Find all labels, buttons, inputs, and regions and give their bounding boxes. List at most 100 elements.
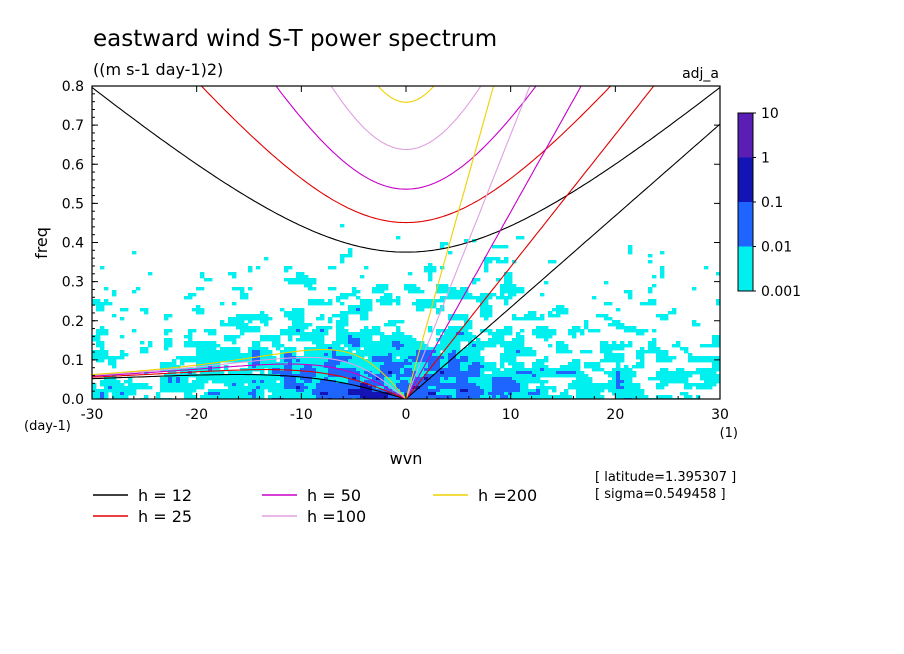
heatmap-cell [336,344,341,348]
heatmap-cell [488,329,493,333]
heatmap-cell [412,290,417,294]
curve-h12-rossby [92,373,407,399]
heatmap-cell [668,395,673,399]
heatmap-cell [116,386,121,390]
heatmap-cell [388,392,393,396]
heatmap-cell [284,266,289,270]
heatmap-cell [244,326,249,330]
heatmap-cell [356,305,361,309]
heatmap-cell [364,302,369,306]
heatmap-cell [680,380,685,384]
heatmap-cell [424,359,429,363]
heatmap-cell [328,392,333,396]
heatmap-cell [592,365,597,369]
heatmap-cell [608,344,613,348]
heatmap-cell [340,347,345,351]
heatmap-cell [388,377,393,381]
heatmap-cell [436,347,441,351]
heatmap-cell [552,395,557,399]
heatmap-cell [492,383,497,387]
heatmap-cell [360,353,365,357]
heatmap-cell [412,374,417,378]
heatmap-cell [368,356,373,360]
heatmap-cell [372,347,377,351]
heatmap-cell [284,383,289,387]
heatmap-cell [620,386,625,390]
heatmap-cell [452,356,457,360]
heatmap-cell [456,365,461,369]
heatmap-cell [340,365,345,369]
heatmap-cell [456,380,461,384]
heatmap-cell [496,389,501,393]
heatmap-cell [484,308,489,312]
heatmap-cell [684,395,689,399]
heatmap-cell [440,284,445,288]
heatmap-cell [396,386,401,390]
heatmap-cell [464,371,469,375]
heatmap-cell [256,383,261,387]
heatmap-cell [252,350,257,354]
heatmap-cell [416,347,421,351]
heatmap-cell [512,314,517,318]
heatmap-cell [328,356,333,360]
heatmap-cell [312,350,317,354]
heatmap-cell [256,350,261,354]
heatmap-cell [548,368,553,372]
heatmap-cell [316,380,321,384]
heatmap-cell [300,320,305,324]
heatmap-cell [360,350,365,354]
heatmap-cell [96,395,101,399]
heatmap-cell [440,395,445,399]
heatmap-cell [384,284,389,288]
heatmap-cell [572,383,577,387]
heatmap-cell [392,371,397,375]
heatmap-cell [476,395,481,399]
heatmap-cell [412,353,417,357]
heatmap-cell [604,317,609,321]
heatmap-cell [312,362,317,366]
heatmap-cell [412,287,417,291]
heatmap-cell [460,332,465,336]
heatmap-cell [508,281,513,285]
heatmap-cell [564,371,569,375]
heatmap-cell [376,359,381,363]
heatmap-cell [372,359,377,363]
heatmap-cell [192,371,197,375]
heatmap-cell [680,377,685,381]
heatmap-cell [240,290,245,294]
heatmap-cell [392,344,397,348]
heatmap-cell [328,368,333,372]
heatmap-cell [672,344,677,348]
heatmap-cell [164,341,169,345]
heatmap-cell [540,293,545,297]
heatmap-cell [304,338,309,342]
heatmap-cell [464,374,469,378]
colorbar-swatch [738,113,753,158]
heatmap-cell [284,350,289,354]
heatmap-cell [112,386,117,390]
heatmap-cell [544,335,549,339]
heatmap-cell [392,365,397,369]
heatmap-cell [316,317,321,321]
heatmap-cell [400,350,405,354]
heatmap-cell [440,242,445,246]
heatmap-cell [364,317,369,321]
heatmap-cell [288,281,293,285]
heatmap-cell [656,395,661,399]
heatmap-cell [236,383,241,387]
heatmap-cell [400,341,405,345]
heatmap-cell [104,353,109,357]
heatmap-cell [272,383,277,387]
heatmap-cell [636,395,641,399]
heatmap-cell [408,338,413,342]
heatmap-cell [500,338,505,342]
heatmap-cell [412,356,417,360]
heatmap-cell [432,368,437,372]
heatmap-cell [484,305,489,309]
heatmap-cell [304,281,309,285]
heatmap-cell [476,296,481,300]
heatmap-cell [312,392,317,396]
heatmap-cell [516,290,521,294]
heatmap-cell [328,359,333,363]
heatmap-cell [464,392,469,396]
